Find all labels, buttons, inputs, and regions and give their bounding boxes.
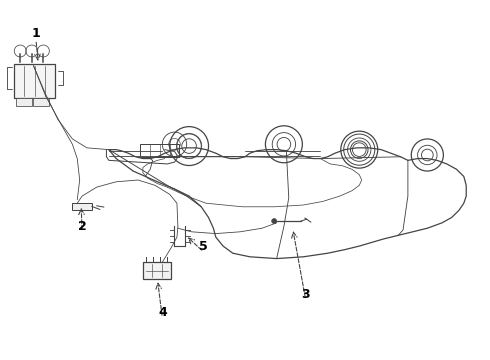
Text: 2: 2 [78, 220, 87, 233]
Text: 3: 3 [301, 288, 310, 301]
FancyBboxPatch shape [143, 262, 171, 279]
FancyBboxPatch shape [16, 98, 32, 106]
FancyBboxPatch shape [14, 64, 55, 98]
FancyBboxPatch shape [33, 98, 49, 106]
Text: 4: 4 [158, 306, 167, 319]
FancyBboxPatch shape [73, 203, 92, 210]
Text: 5: 5 [199, 240, 208, 253]
Text: 1: 1 [31, 27, 40, 40]
Circle shape [271, 219, 277, 224]
